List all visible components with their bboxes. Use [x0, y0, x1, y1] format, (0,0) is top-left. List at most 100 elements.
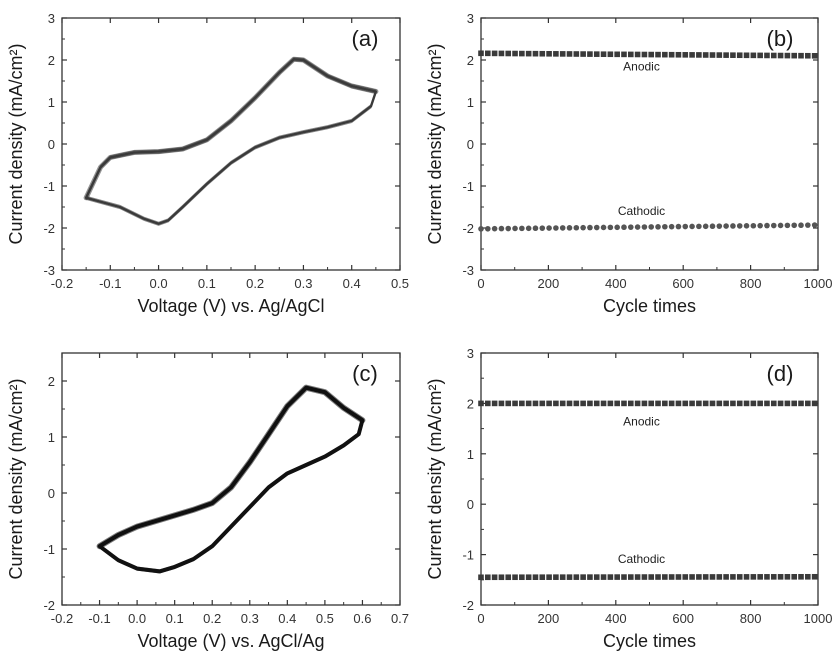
x-tick-label: 1000 [804, 276, 833, 291]
x-tick-label: 0.3 [241, 611, 259, 626]
data-point [526, 574, 532, 580]
y-tick-label: -2 [462, 221, 474, 236]
panel-label: (d) [767, 361, 794, 386]
data-point [791, 401, 797, 407]
panel-label: (a) [352, 26, 379, 51]
data-point [614, 574, 620, 580]
x-tick-label: 0.2 [203, 611, 221, 626]
data-point [655, 574, 661, 580]
cv-forward-sweep [100, 388, 363, 547]
data-point [642, 224, 648, 230]
data-point [587, 51, 593, 57]
data-point [485, 401, 491, 407]
y-tick-label: 1 [467, 447, 474, 462]
data-point [492, 51, 498, 57]
data-point [744, 401, 750, 407]
x-tick-label: 600 [672, 276, 694, 291]
data-point [744, 223, 750, 229]
y-tick-label: 3 [48, 11, 55, 26]
x-tick-label: 800 [740, 276, 762, 291]
data-point [642, 574, 648, 580]
data-point [655, 401, 661, 407]
data-point [805, 222, 811, 228]
data-point [533, 574, 539, 580]
data-point [778, 53, 784, 59]
y-tick-label: -3 [43, 263, 55, 278]
data-point [628, 224, 634, 230]
data-point [771, 574, 777, 580]
x-tick-label: 0.2 [246, 276, 264, 291]
data-point [587, 574, 593, 580]
data-point [574, 225, 580, 231]
data-point [574, 51, 580, 57]
x-tick-label: 200 [538, 276, 560, 291]
data-point [689, 52, 695, 58]
data-point [512, 401, 518, 407]
data-point [505, 401, 511, 407]
data-point [635, 401, 641, 407]
data-point [567, 225, 573, 231]
data-point [648, 574, 654, 580]
data-point [669, 574, 675, 580]
data-point [567, 51, 573, 57]
y-tick-label: -2 [462, 598, 474, 613]
data-point [499, 226, 505, 232]
data-point [655, 224, 661, 230]
y-tick-label: 2 [48, 53, 55, 68]
data-point [730, 223, 736, 229]
y-tick-label: 2 [48, 374, 55, 389]
y-axis-label: Current density (mA/cm²) [425, 43, 445, 244]
data-point [539, 51, 545, 57]
cv-cycle-trace [100, 389, 363, 573]
cv-loop-a [86, 59, 376, 224]
data-point [662, 574, 668, 580]
cv-cycle-trace [86, 58, 376, 223]
data-point [546, 51, 552, 57]
data-point [485, 51, 491, 57]
data-point [744, 574, 750, 580]
data-point [764, 401, 770, 407]
data-point [539, 574, 545, 580]
series-label-anodic: Anodic [623, 414, 660, 428]
data-point [717, 574, 723, 580]
data-point [608, 225, 614, 231]
data-point [635, 574, 641, 580]
data-point [580, 574, 586, 580]
x-tick-label: 0.0 [150, 276, 168, 291]
data-point [512, 226, 518, 232]
panel-label: (c) [352, 361, 378, 386]
data-point [560, 51, 566, 57]
data-point [574, 401, 580, 407]
data-point [764, 574, 770, 580]
data-point [676, 574, 682, 580]
data-point [478, 401, 484, 407]
data-point [546, 401, 552, 407]
data-point [717, 401, 723, 407]
data-point [628, 574, 634, 580]
data-point [676, 401, 682, 407]
x-tick-label: -0.1 [99, 276, 121, 291]
data-point [512, 51, 518, 57]
data-point [505, 51, 511, 57]
data-point [662, 401, 668, 407]
data-point [730, 52, 736, 58]
data-point [499, 401, 505, 407]
data-point [798, 53, 804, 59]
y-axis-label: Current density (mA/cm²) [6, 378, 26, 579]
y-axis-label: Current density (mA/cm²) [425, 378, 445, 579]
data-point [635, 52, 641, 58]
plot-frame-c [62, 353, 400, 605]
data-point [580, 51, 586, 57]
cv-cycle-trace [100, 386, 363, 570]
data-point [778, 574, 784, 580]
data-point [723, 223, 729, 229]
data-point [608, 401, 614, 407]
series-cathodic [478, 574, 817, 580]
data-point [696, 52, 702, 58]
data-point [587, 225, 593, 231]
data-point [601, 574, 607, 580]
data-point [764, 223, 770, 229]
data-point [635, 224, 641, 230]
x-tick-label: 0.4 [278, 611, 296, 626]
data-point [539, 225, 545, 231]
